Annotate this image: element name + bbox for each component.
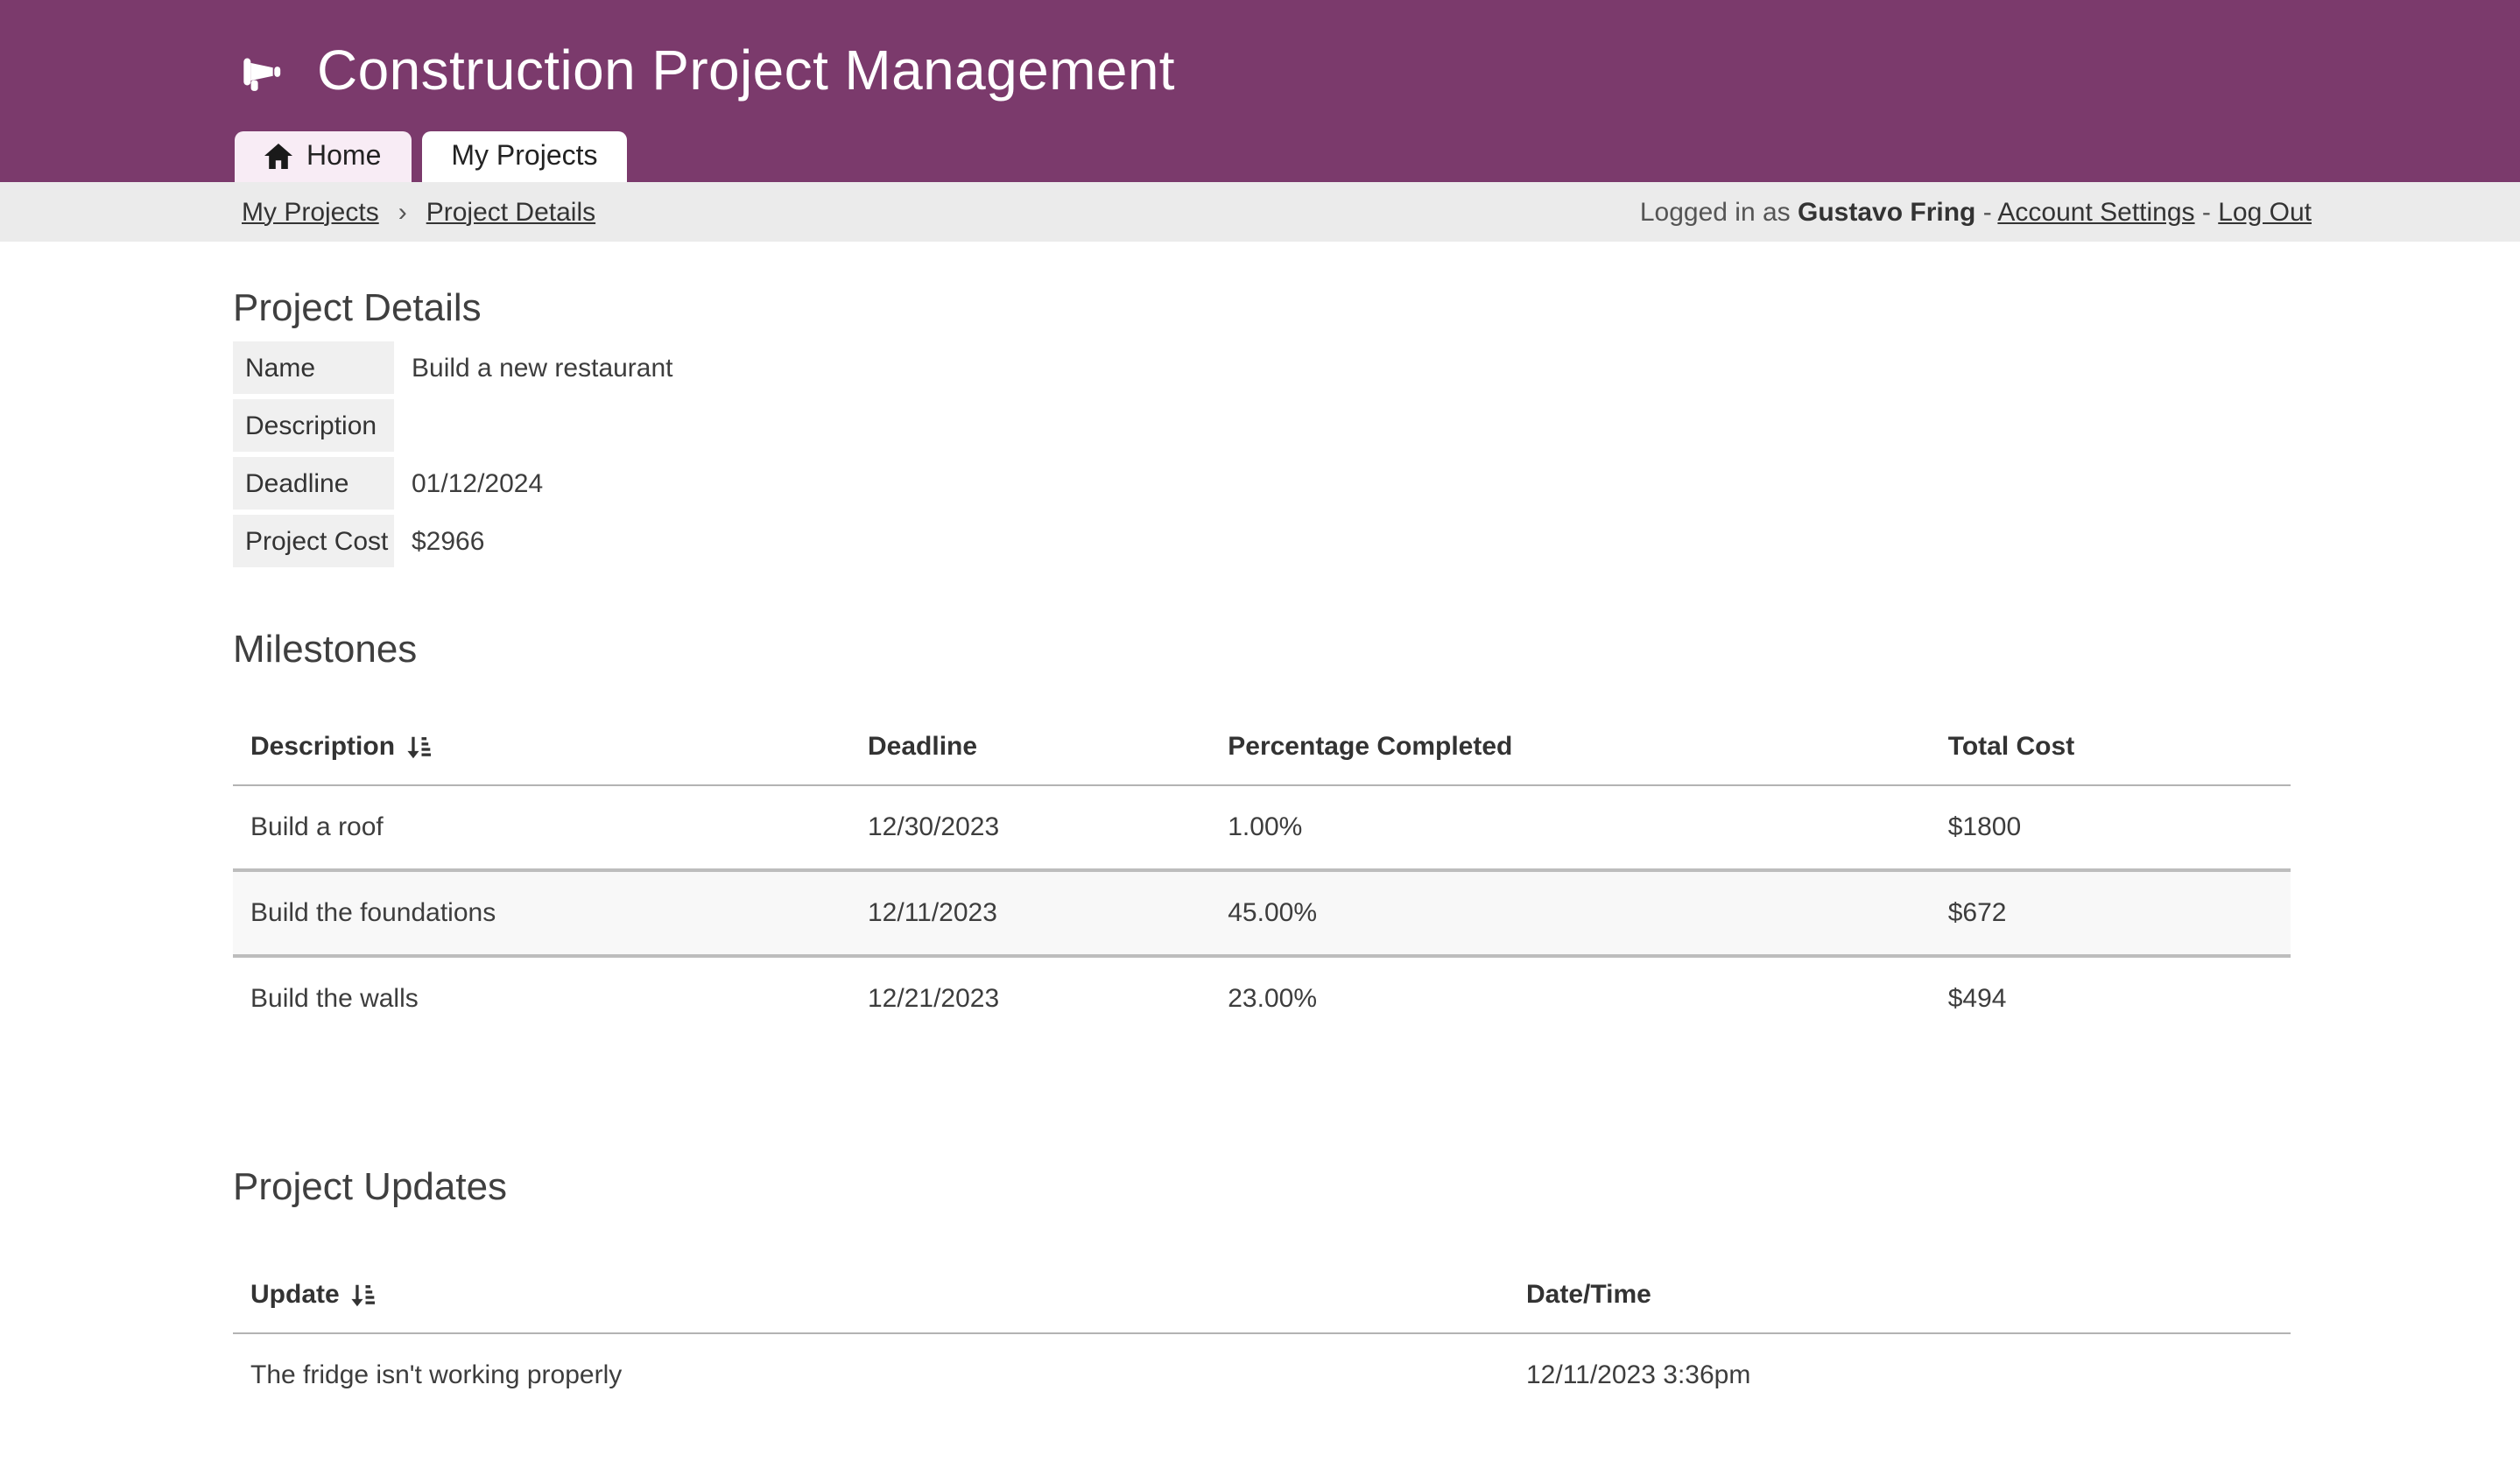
milestone-total-cost: $1800 bbox=[1947, 812, 2022, 842]
tab-my-projects[interactable]: My Projects bbox=[421, 131, 628, 182]
tab-home[interactable]: Home bbox=[235, 131, 412, 182]
project-updates-heading: Project Updates bbox=[233, 1164, 508, 1208]
project-details-fields: Name Build a new restaurant Description … bbox=[233, 341, 2291, 567]
field-value-project-cost: $2966 bbox=[412, 526, 485, 556]
breadcrumb: My Projects › Project Details bbox=[242, 197, 595, 227]
milestone-deadline: 12/21/2023 bbox=[868, 984, 1000, 1014]
breadcrumb-bar: My Projects › Project Details Logged in … bbox=[0, 182, 2520, 242]
breadcrumb-link-my-projects[interactable]: My Projects bbox=[242, 197, 379, 227]
nav-tabs: Home My Projects bbox=[235, 131, 628, 182]
field-value-deadline: 01/12/2024 bbox=[412, 468, 544, 498]
milestone-row: Build the walls 12/21/2023 23.00% $494 bbox=[233, 956, 2291, 1040]
update-text: The fridge isn't working properly bbox=[250, 1360, 623, 1390]
field-row-project-cost: Project Cost $2966 bbox=[233, 515, 2291, 567]
session-dash-2: - bbox=[2194, 197, 2219, 227]
milestones-col-description[interactable]: Description bbox=[233, 711, 850, 786]
milestone-description: Build the foundations bbox=[233, 870, 850, 956]
milestone-description: Build a roof bbox=[250, 812, 384, 842]
field-label-description: Description bbox=[233, 399, 394, 452]
field-label-project-cost: Project Cost bbox=[233, 515, 394, 567]
updates-col-update-label: Update bbox=[250, 1280, 340, 1310]
milestone-total-cost: $494 bbox=[1947, 984, 2007, 1014]
session-dash-1: - bbox=[1975, 197, 1998, 227]
milestones-heading: Milestones bbox=[233, 627, 418, 671]
account-settings-link[interactable]: Account Settings bbox=[1997, 197, 2195, 227]
milestone-total-cost: $672 bbox=[1930, 870, 2291, 956]
updates-col-update[interactable]: Update bbox=[233, 1259, 1509, 1334]
milestones-table: Description Deadline Per bbox=[233, 711, 2291, 1040]
milestone-row: Build a roof 12/30/2023 1.00% $1800 bbox=[233, 785, 2291, 870]
milestones-header-row: Description Deadline Per bbox=[233, 711, 2291, 786]
field-label-deadline: Deadline bbox=[233, 457, 394, 510]
milestones-col-percentage[interactable]: Percentage Completed bbox=[1210, 711, 1931, 786]
updates-header-row: Update Date/Time bbox=[233, 1259, 2291, 1334]
milestone-row: Build the foundations 12/11/2023 45.00% … bbox=[233, 870, 2291, 956]
milestone-deadline: 12/30/2023 bbox=[868, 812, 1000, 842]
home-icon bbox=[264, 144, 292, 169]
field-value-name: Build a new restaurant bbox=[412, 353, 673, 383]
brand: Construction Project Management bbox=[240, 39, 1175, 103]
field-label-name: Name bbox=[233, 341, 394, 394]
milestones-col-total-cost[interactable]: Total Cost bbox=[1930, 711, 2291, 786]
milestone-percentage: 23.00% bbox=[1228, 984, 1317, 1014]
megaphone-icon bbox=[243, 57, 281, 90]
field-row-name: Name Build a new restaurant bbox=[233, 341, 2291, 394]
app-header: Construction Project Management Home My … bbox=[0, 0, 2520, 182]
log-out-link[interactable]: Log Out bbox=[2218, 197, 2312, 227]
session-prefix: Logged in as bbox=[1639, 197, 1798, 227]
sort-descending-icon bbox=[406, 735, 431, 758]
milestone-percentage: 1.00% bbox=[1228, 812, 1303, 842]
update-row: The fridge isn't working properly 12/11/… bbox=[233, 1333, 2291, 1416]
breadcrumb-separator-icon: › bbox=[398, 197, 407, 227]
field-row-deadline: Deadline 01/12/2024 bbox=[233, 457, 2291, 510]
milestones-col-deadline[interactable]: Deadline bbox=[850, 711, 1211, 786]
app-title: Construction Project Management bbox=[317, 39, 1175, 102]
milestone-deadline: 12/11/2023 bbox=[850, 870, 1211, 956]
tab-my-projects-label: My Projects bbox=[451, 141, 598, 171]
sort-descending-icon bbox=[351, 1283, 375, 1306]
milestones-col-description-label: Description bbox=[250, 732, 396, 762]
update-datetime: 12/11/2023 3:36pm bbox=[1526, 1360, 1751, 1390]
session-username: Gustavo Fring bbox=[1798, 197, 1976, 227]
field-row-description: Description bbox=[233, 399, 2291, 452]
updates-col-datetime[interactable]: Date/Time bbox=[1509, 1259, 2291, 1334]
main-content: Project Details Name Build a new restaur… bbox=[233, 285, 2291, 1416]
tab-home-label: Home bbox=[306, 141, 382, 171]
breadcrumb-link-project-details[interactable]: Project Details bbox=[426, 197, 596, 227]
project-updates-table: Update Date/Time bbox=[233, 1259, 2291, 1416]
session-info: Logged in as Gustavo Fring - Account Set… bbox=[1640, 197, 2312, 227]
milestone-description: Build the walls bbox=[250, 984, 419, 1014]
project-details-heading: Project Details bbox=[233, 285, 482, 329]
milestone-percentage: 45.00% bbox=[1210, 870, 1931, 956]
